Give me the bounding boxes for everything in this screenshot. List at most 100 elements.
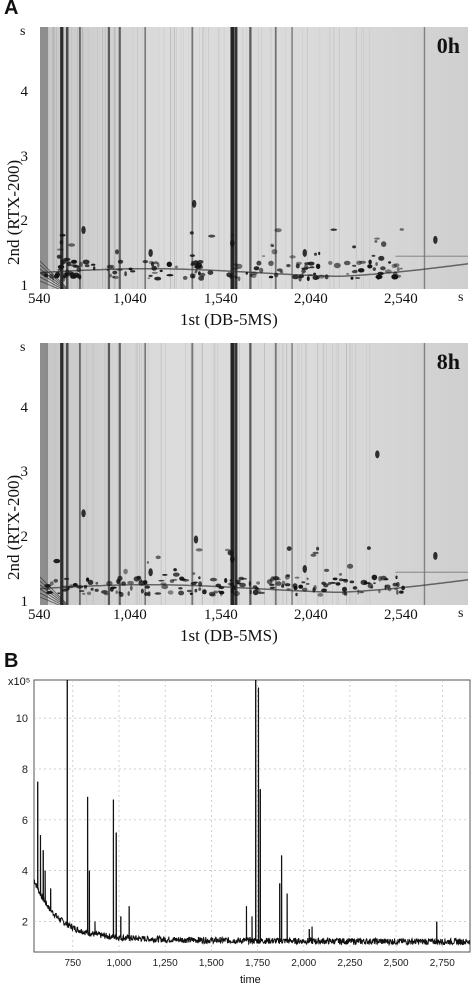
peak-spot (270, 576, 275, 582)
y-axis-label: 2nd (RTX-200) (4, 474, 23, 580)
peak-spot (146, 561, 149, 564)
peak-spot (202, 589, 207, 595)
peak-spot (317, 593, 324, 597)
peak-spot (61, 585, 69, 588)
peak-spot (232, 590, 240, 597)
peak-spot (312, 551, 319, 555)
peak-spot (218, 590, 221, 593)
peak-spot (286, 574, 290, 577)
peak-spot (193, 535, 199, 544)
peak-spot (235, 579, 241, 583)
peak-spot (338, 578, 344, 582)
peak-spot (396, 267, 400, 272)
peak-spot (289, 255, 296, 259)
peak-spot (142, 260, 149, 264)
y-tick-label: 8 (22, 764, 28, 776)
edge-shade (40, 343, 48, 605)
peak-spot (366, 582, 371, 585)
peak-spot (159, 269, 163, 273)
peak-spot (399, 267, 403, 270)
peak-spot (53, 578, 59, 583)
peak-spot (49, 273, 54, 279)
x-tick-label: 1,540 (204, 291, 238, 307)
peak-spot (380, 575, 387, 581)
peak-spot (191, 260, 194, 267)
peak-spot (196, 264, 204, 270)
peak-spot (388, 261, 392, 264)
peak-spot (62, 588, 67, 592)
plot-frame (33, 679, 471, 953)
timepoint-label: 0h (436, 33, 460, 58)
gc-heatmap-plot: 8h (40, 343, 468, 605)
peak-spot (174, 265, 178, 269)
peak-spot (250, 271, 258, 276)
peak-spot (269, 586, 275, 589)
peak-spot (324, 274, 329, 280)
peak-spot (333, 262, 341, 269)
peak-spot (133, 576, 140, 582)
peak-spot (302, 248, 307, 257)
corner-artifact (40, 272, 66, 289)
x-tick-label: 1,000 (106, 958, 131, 969)
peak-spot (93, 266, 96, 271)
peak-spot (53, 558, 61, 564)
peak-spot (392, 582, 398, 587)
peak-spot (281, 580, 286, 586)
peak-spot (375, 262, 378, 266)
peak-spot (314, 252, 317, 256)
peak-spot (195, 548, 203, 552)
peak-spot (298, 274, 304, 279)
peak-spot (83, 585, 88, 588)
peak-spot (76, 267, 81, 273)
peak-spot (113, 275, 119, 280)
peak-spot (238, 576, 244, 581)
y-scale-label: x10⁵ (8, 676, 31, 688)
peak-spot (49, 581, 54, 586)
peak-spot (270, 243, 274, 247)
peak-spot (377, 271, 384, 276)
peak-spot (115, 590, 118, 594)
peak-spot (116, 268, 123, 271)
peak-spot (227, 582, 234, 586)
peak-spot (239, 582, 246, 588)
corner-artifact (40, 584, 67, 605)
peak-spot (82, 592, 86, 595)
peak-spot (249, 589, 252, 595)
y-tick-label: 2 (20, 213, 29, 229)
peak-spot (301, 587, 308, 592)
y-tick-label: 4 (22, 866, 28, 878)
peak-spot (106, 268, 109, 272)
peak-spot (190, 273, 194, 279)
peak-spot (315, 276, 320, 280)
y-tick-label: 1 (20, 278, 29, 294)
peak-spot (147, 591, 151, 597)
peak-spot (153, 261, 159, 265)
peak-spot (227, 550, 234, 556)
peak-spot (367, 264, 373, 269)
peak-spot (112, 270, 118, 275)
peak-spot (258, 591, 265, 594)
y-tick-label: 2 (20, 529, 29, 545)
peak-spot (433, 235, 438, 244)
peak-spot (215, 583, 222, 588)
peak-spot (189, 592, 193, 595)
peak-spot (230, 239, 235, 248)
peak-spot (335, 582, 341, 586)
peak-spot (352, 586, 358, 590)
peak-spot (189, 231, 194, 235)
peak-spot (154, 276, 162, 281)
peak-spot (328, 260, 333, 265)
peak-spot (359, 260, 367, 264)
peak-spot (224, 578, 228, 583)
peak-spot (256, 581, 260, 585)
peak-spot (343, 260, 351, 266)
peak-spot (148, 274, 153, 278)
peak-spot (368, 259, 372, 265)
peak-spot (198, 587, 202, 591)
y-tick-label: 4 (20, 400, 29, 416)
peak-spot (72, 265, 80, 268)
peak-spot (323, 568, 330, 572)
peak-spot (236, 263, 243, 269)
peak-spot (346, 273, 350, 275)
peak-spot (166, 261, 172, 267)
